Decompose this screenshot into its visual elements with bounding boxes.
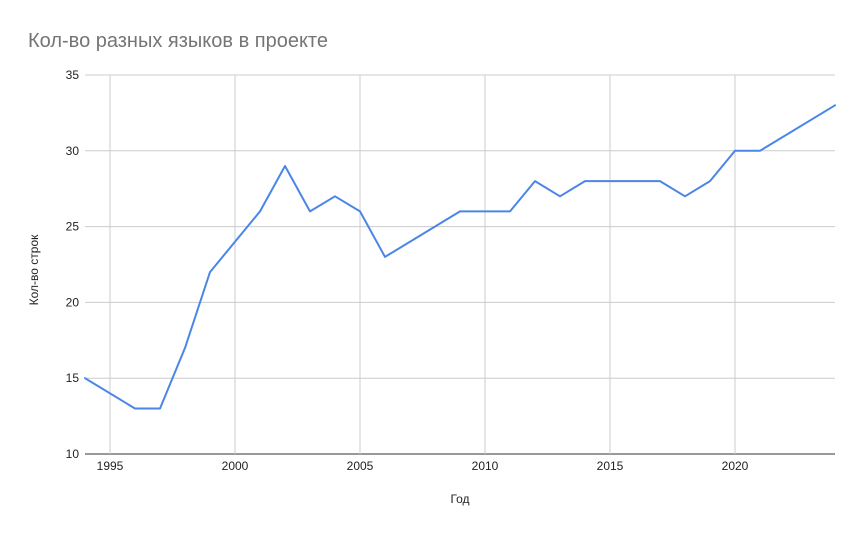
- y-tick-label: 20: [66, 295, 80, 309]
- x-tick-label: 2000: [222, 459, 249, 473]
- y-tick-label: 30: [66, 144, 80, 158]
- x-tick-label: 2010: [472, 459, 499, 473]
- chart-title: Кол-во разных языков в проекте: [28, 30, 328, 52]
- x-tick-label: 2020: [722, 459, 749, 473]
- y-tick-label: 15: [66, 371, 80, 385]
- y-axis-ticks: 10 15 20 25 30 35: [66, 68, 80, 461]
- y-tick-label: 25: [66, 220, 80, 234]
- x-axis-ticks: 1995 2000 2005 2010 2015 2020: [97, 459, 749, 473]
- x-tick-label: 1995: [97, 459, 124, 473]
- x-tick-label: 2015: [597, 459, 624, 473]
- x-tick-label: 2005: [347, 459, 374, 473]
- series-area: [84, 104, 836, 410]
- y-tick-label: 35: [66, 68, 80, 82]
- y-axis-title: Кол-во строк: [27, 234, 41, 305]
- y-tick-label: 10: [66, 447, 80, 461]
- series-line: [84, 104, 836, 410]
- x-axis-title: Год: [450, 492, 469, 506]
- grid: [85, 74, 835, 455]
